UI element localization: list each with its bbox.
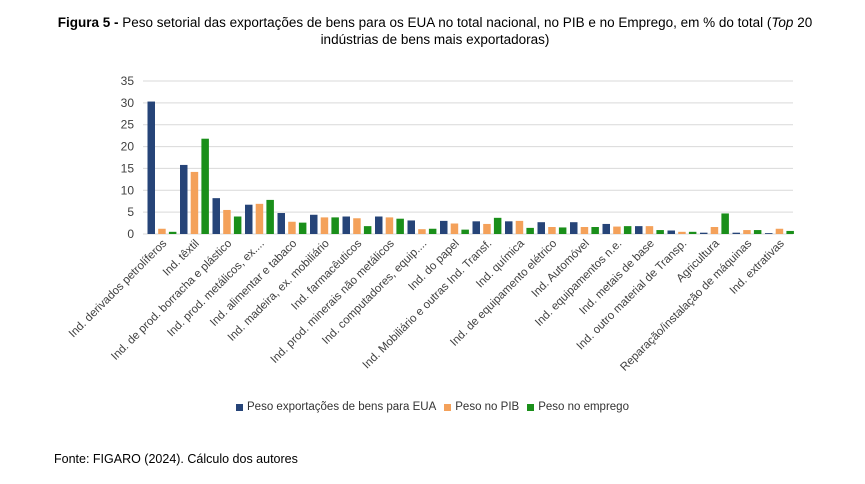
figure-label: Figura 5 - (57, 15, 119, 30)
bar-series-1 (537, 222, 545, 234)
bar-series-2 (385, 217, 394, 234)
bar-series-2 (645, 226, 654, 234)
bar-series-3 (168, 231, 177, 234)
y-tick-label: 20 (121, 140, 135, 154)
bar-series-2 (190, 171, 199, 234)
bar-series-3 (331, 217, 339, 234)
bar-series-1 (375, 216, 383, 234)
bar-series-1 (732, 232, 740, 234)
bar-series-2 (613, 226, 621, 234)
bar-series-1 (505, 221, 513, 234)
legend-swatch-emprego (527, 403, 535, 411)
legend-item-pib: Peso no PIB (444, 401, 519, 413)
bars (147, 101, 794, 234)
bar-series-2 (515, 220, 524, 234)
y-tick-label: 15 (121, 161, 135, 175)
y-axis-ticks: 0 5 10 15 20 25 30 35 (121, 74, 135, 241)
y-tick-label: 30 (121, 96, 135, 110)
bar-series-3 (591, 227, 599, 234)
bar-series-3 (656, 230, 664, 234)
bar-series-3 (233, 216, 242, 234)
legend-swatch-pib (444, 403, 452, 411)
bar-series-3 (493, 217, 502, 234)
bar-series-2 (678, 231, 686, 234)
bar-series-2 (548, 227, 556, 234)
bar-series-2 (288, 221, 296, 234)
figure-title: Figura 5 - Peso setorial das exportações… (40, 14, 830, 48)
legend-label-pib: Peso no PIB (455, 401, 520, 413)
title-italic: Top (771, 15, 794, 30)
bar-series-3 (786, 230, 794, 234)
bar-series-2 (450, 223, 459, 234)
bar-series-1 (212, 198, 220, 234)
bar-series-2 (320, 217, 329, 234)
bar-series-2 (743, 230, 751, 234)
bar-series-1 (277, 213, 285, 234)
y-tick-label: 0 (127, 227, 134, 241)
bar-series-3 (396, 218, 404, 234)
legend-item-emprego: Peso no emprego (527, 401, 629, 413)
bar-series-1 (570, 222, 578, 234)
bar-series-3 (753, 230, 762, 234)
bar-series-1 (700, 232, 708, 234)
y-tick-label: 5 (127, 205, 134, 219)
y-tick-label: 35 (121, 74, 135, 88)
bar-series-3 (688, 231, 697, 234)
bar-series-1 (147, 101, 155, 234)
bar-series-3 (721, 213, 729, 234)
grid-lines (143, 80, 793, 235)
bar-series-2 (483, 223, 491, 234)
bar-series-2 (353, 218, 361, 234)
bar-series-1 (342, 216, 350, 234)
bar-series-1 (765, 233, 773, 234)
bar-series-1 (180, 164, 188, 234)
title-part-2: 20 indústrias de bens mais exportadoras) (320, 15, 813, 47)
legend: Peso exportações de bens para EUA Peso n… (0, 401, 865, 413)
legend-label-exports: Peso exportações de bens para EUA (247, 401, 437, 413)
bar-series-3 (363, 226, 372, 234)
legend-item-exports: Peso exportações de bens para EUA (236, 401, 436, 413)
bar-series-3 (526, 227, 534, 234)
bar-series-3 (428, 228, 437, 234)
bar-series-3 (266, 199, 274, 234)
bar-series-2 (775, 228, 784, 234)
bar-series-1 (602, 223, 610, 234)
bar-series-1 (245, 204, 253, 234)
bar-series-2 (223, 209, 231, 234)
bar-series-1 (635, 226, 643, 234)
bar-series-3 (623, 226, 632, 234)
x-category-label: Ind. Automóvel (530, 238, 592, 300)
bar-series-3 (558, 227, 567, 234)
bar-series-3 (461, 229, 469, 234)
bar-series-1 (440, 220, 448, 234)
legend-swatch-exports (236, 403, 244, 411)
bar-series-1 (667, 230, 675, 234)
bar-series-2 (580, 227, 589, 234)
bar-series-2 (418, 229, 426, 234)
legend-label-emprego: Peso no emprego (538, 401, 629, 413)
bar-series-1 (310, 214, 318, 234)
bar-series-3 (298, 222, 307, 234)
bar-series-3 (201, 138, 209, 234)
bar-series-2 (710, 227, 719, 234)
x-category-label: Ind. de prod. borracha e plástico (109, 238, 234, 363)
bar-series-1 (472, 221, 480, 234)
source-note: Fonte: FIGARO (2024). Cálculo dos autore… (54, 452, 298, 466)
bar-series-2 (158, 228, 166, 234)
bar-series-2 (255, 203, 264, 234)
bar-series-1 (407, 220, 415, 234)
y-tick-label: 10 (121, 183, 135, 197)
y-tick-label: 25 (121, 118, 135, 132)
title-part-1: Peso setorial das exportações de bens pa… (118, 15, 772, 30)
bar-chart: 0 5 10 15 20 25 30 35 Ind. derivados petrolífer… (67, 74, 794, 374)
